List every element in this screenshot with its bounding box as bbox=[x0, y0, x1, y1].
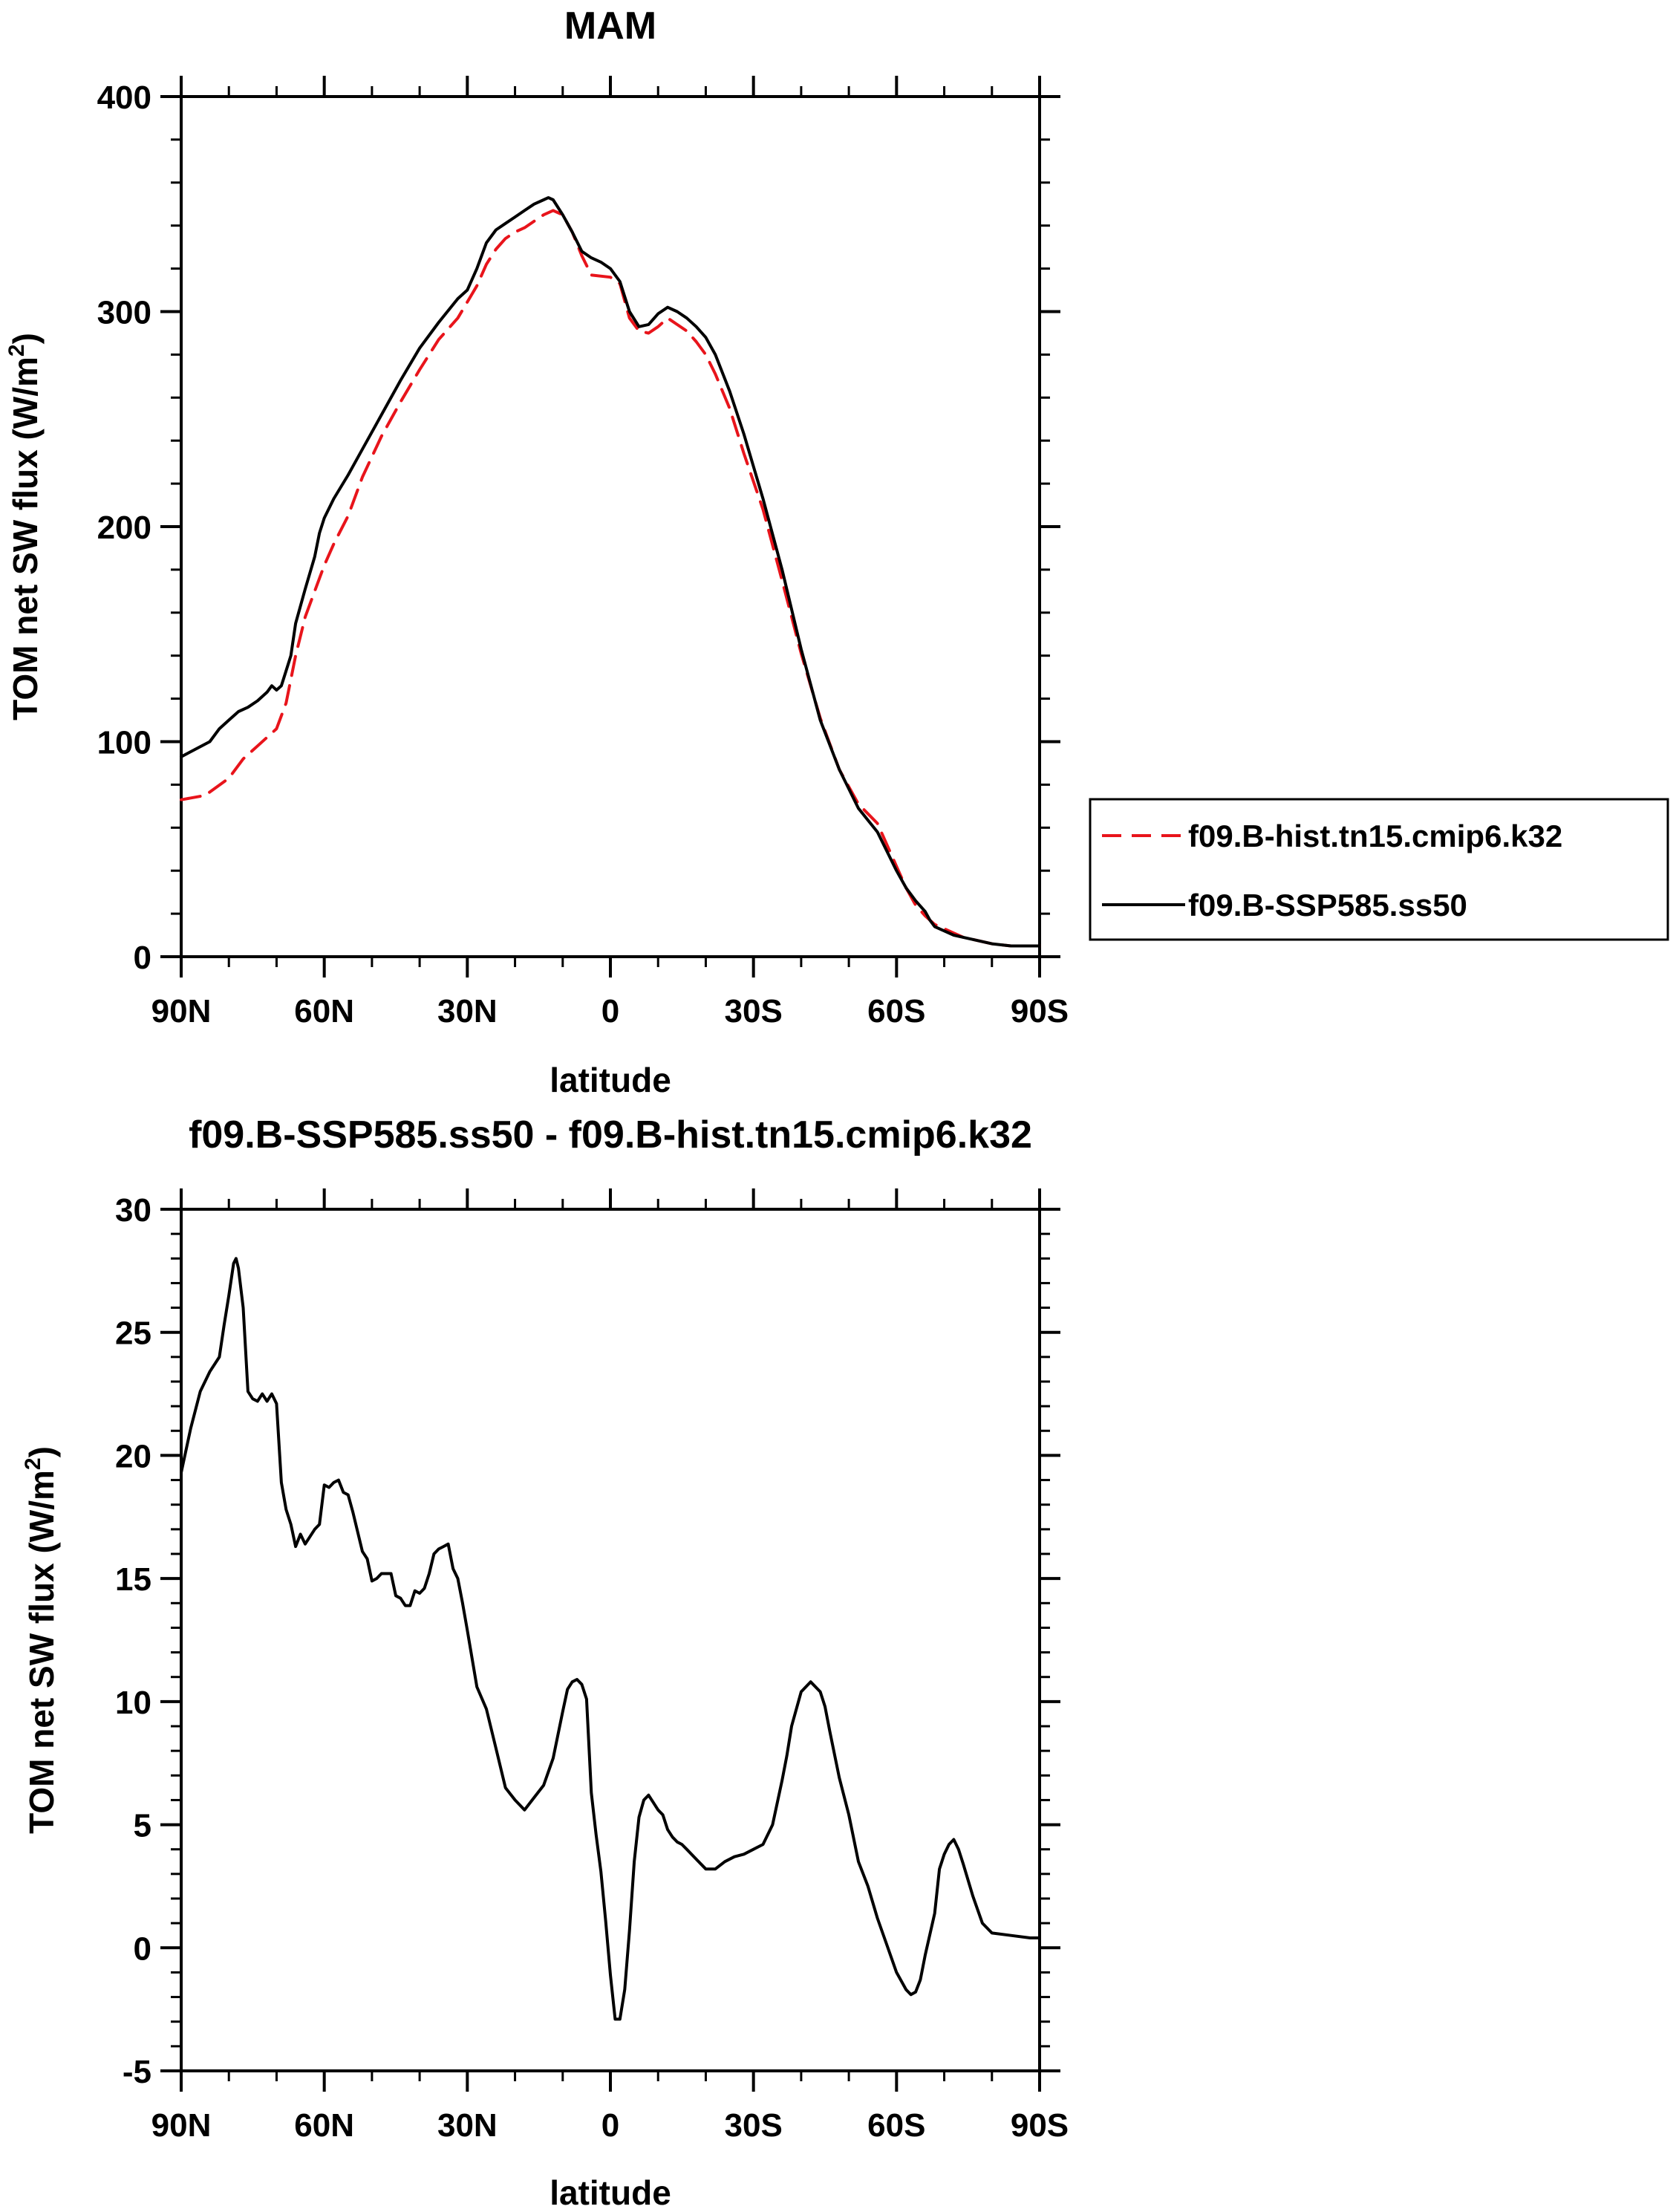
y-tick-label: 0 bbox=[134, 940, 151, 976]
x-tick-label: 90N bbox=[151, 993, 212, 1029]
series-line-0 bbox=[180, 1257, 1041, 2021]
x-axis: 90N 60N 30N 0 30S 60S 90S bbox=[151, 1188, 1069, 2144]
x-tick-label: 30S bbox=[725, 2107, 783, 2144]
y-axis-title-superscript: 2 bbox=[4, 344, 29, 357]
y-axis: -5 0 5 10 15 20 25 30 bbox=[115, 1192, 1060, 2090]
y-tick-label: 15 bbox=[115, 1561, 151, 1598]
y-tick-label: 30 bbox=[115, 1192, 151, 1229]
series-group bbox=[180, 196, 1041, 948]
y-tick-label: 200 bbox=[97, 510, 151, 546]
plot-frame bbox=[180, 95, 1041, 958]
legend-label-ssp585: f09.B-SSP585.ss50 bbox=[1188, 888, 1467, 923]
x-tick-label: 0 bbox=[601, 2107, 619, 2144]
y-tick-label: 5 bbox=[134, 1808, 151, 1844]
y-axis: 0 100 200 300 400 bbox=[97, 79, 1060, 976]
series-group bbox=[180, 1257, 1041, 2021]
x-tick-label: 60S bbox=[867, 2107, 925, 2144]
y-axis-title-main: TOM net SW flux (W/m bbox=[22, 1470, 61, 1834]
plot-frame bbox=[180, 1208, 1041, 2072]
legend-label-hist: f09.B-hist.tn15.cmip6.k32 bbox=[1188, 819, 1562, 853]
x-tick-label: 60S bbox=[867, 993, 925, 1029]
y-axis-title: TOM net SW flux (W/m2) bbox=[21, 1446, 61, 1834]
legend: f09.B-hist.tn15.cmip6.k32 f09.B-SSP585.s… bbox=[1089, 798, 1669, 941]
x-tick-label: 60N bbox=[294, 2107, 354, 2144]
y-tick-label: 10 bbox=[115, 1685, 151, 1721]
x-axis: 90N 60N 30N 0 30S 60S 90S bbox=[151, 76, 1069, 1029]
y-tick-label: 300 bbox=[97, 295, 151, 331]
y-axis-title-superscript: 2 bbox=[21, 1457, 45, 1470]
y-axis-title-main: TOM net SW flux (W/m bbox=[6, 357, 45, 720]
legend-box bbox=[1089, 798, 1669, 941]
chart-title: MAM bbox=[564, 4, 656, 48]
y-tick-label: 25 bbox=[115, 1315, 151, 1352]
y-axis-title-tail: ) bbox=[22, 1446, 61, 1457]
chart-title: f09.B-SSP585.ss50 - f09.B-hist.tn15.cmip… bbox=[189, 1113, 1032, 1157]
x-tick-label: 60N bbox=[294, 993, 354, 1029]
y-tick-label: -5 bbox=[123, 2054, 151, 2090]
y-tick-label: 0 bbox=[134, 1930, 151, 1967]
mam-panel: MAM 0 100 200 300 400 90N 60N 30N 0 30S 60S 90S la… bbox=[4, 4, 1669, 1099]
x-tick-label: 30N bbox=[437, 2107, 498, 2144]
y-axis-title: TOM net SW flux (W/m2) bbox=[4, 333, 45, 720]
y-tick-label: 400 bbox=[97, 79, 151, 116]
x-tick-label: 30S bbox=[725, 993, 783, 1029]
x-axis-title: latitude bbox=[550, 1061, 671, 1099]
difference-panel: f09.B-SSP585.ss50 - f09.B-hist.tn15.cmip… bbox=[21, 1113, 1069, 2212]
y-tick-label: 20 bbox=[115, 1438, 151, 1474]
x-tick-label: 90S bbox=[1011, 2107, 1069, 2144]
x-axis-title: latitude bbox=[550, 2173, 671, 2212]
x-tick-label: 30N bbox=[437, 993, 498, 1029]
y-axis-title-tail: ) bbox=[6, 333, 45, 344]
x-tick-label: 0 bbox=[601, 993, 619, 1029]
series-line-1 bbox=[180, 196, 1041, 948]
y-tick-label: 100 bbox=[97, 725, 151, 761]
series-line-0 bbox=[180, 209, 1041, 948]
x-tick-label: 90S bbox=[1011, 993, 1069, 1029]
x-tick-label: 90N bbox=[151, 2107, 212, 2144]
